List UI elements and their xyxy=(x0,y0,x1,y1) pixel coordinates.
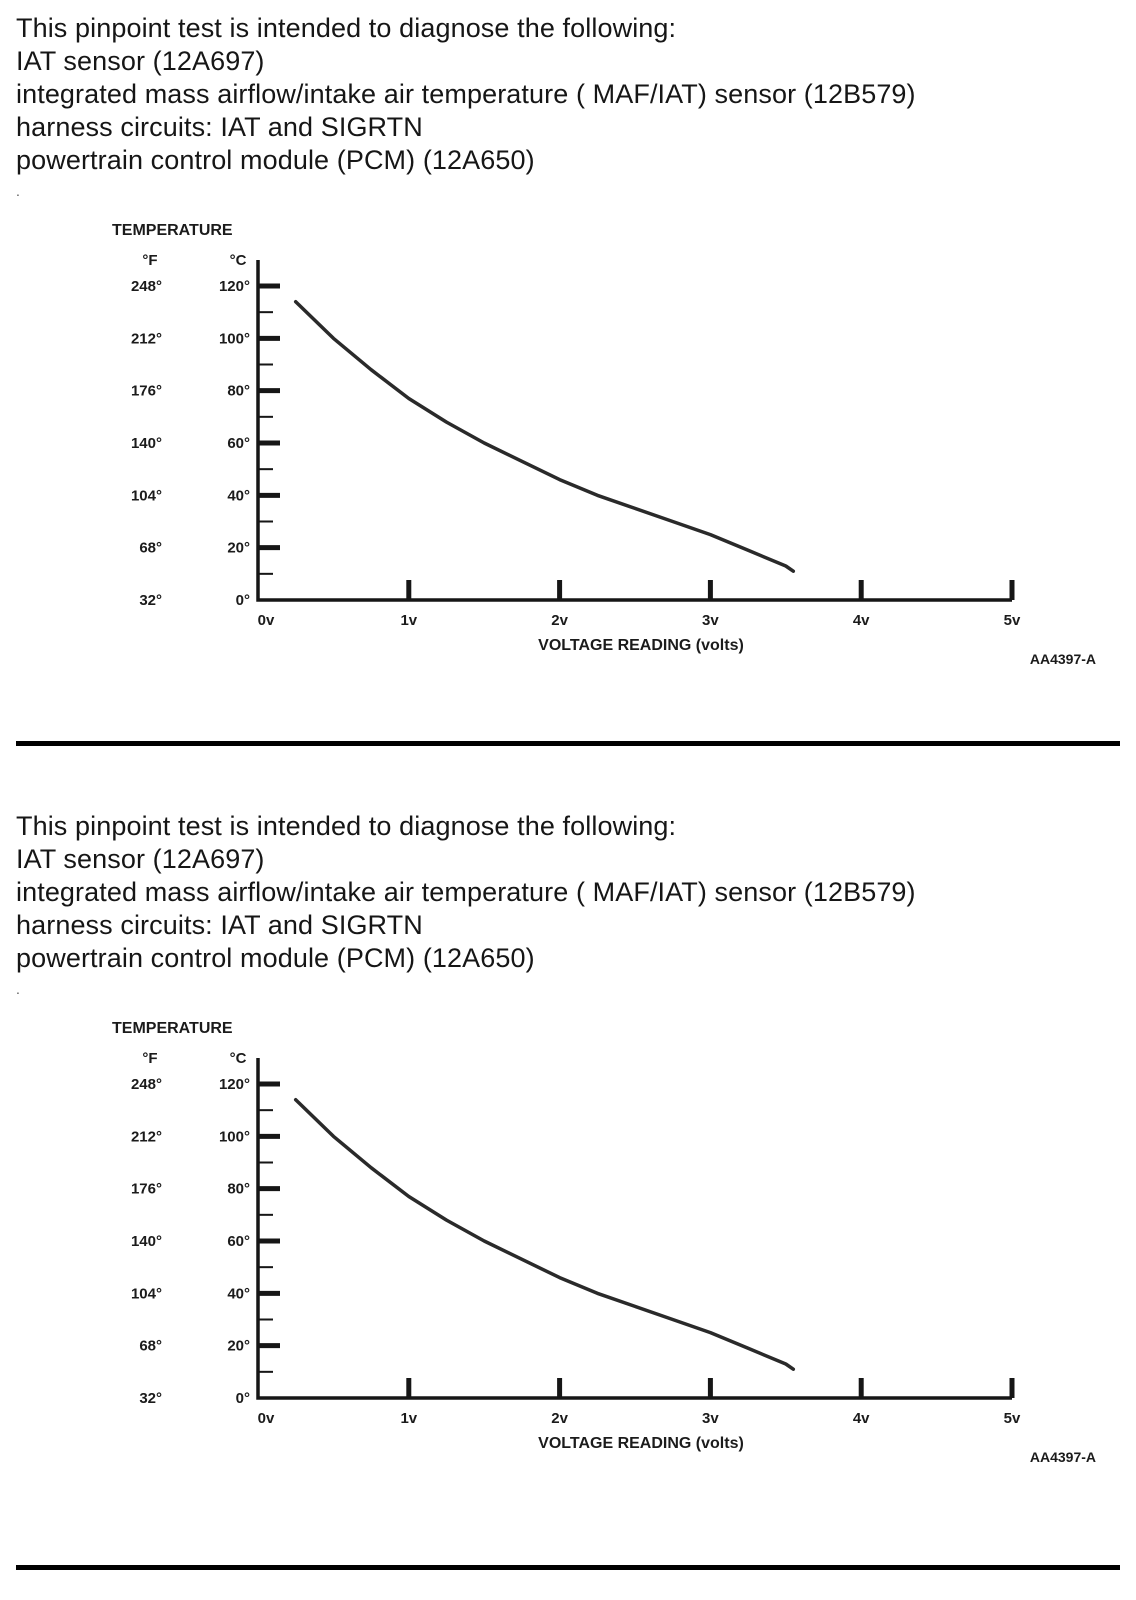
iat-temperature-voltage-chart-1: TEMPERATURE °F °C 32° 0° 68° 20° 104° 40° 140° 60°… xyxy=(16,213,1120,683)
fahrenheit-tick-label: 104° xyxy=(131,1285,162,1302)
temperature-curve xyxy=(293,299,796,573)
celsius-tick-label: 20° xyxy=(227,1338,250,1355)
voltage-tick-label: 4v xyxy=(853,1410,870,1427)
diagnosis-item-harness-circuits: harness circuits: IAT and SIGRTN xyxy=(16,112,423,142)
celsius-tick-label: 60° xyxy=(227,435,250,452)
celsius-tick-label: 20° xyxy=(227,540,250,557)
fahrenheit-tick-label: 68° xyxy=(139,540,162,557)
fahrenheit-tick-label: 176° xyxy=(131,383,162,400)
figure-code: AA4397-A xyxy=(1030,651,1096,667)
fahrenheit-tick-label: 68° xyxy=(139,1338,162,1355)
celsius-tick-label: 100° xyxy=(219,1128,250,1145)
figure-code: AA4397-A xyxy=(1030,1449,1096,1465)
voltage-tick-label: 2v xyxy=(551,612,568,629)
diagnosis-intro-line: This pinpoint test is intended to diagno… xyxy=(16,811,677,841)
temperature-voltage-curve-svg: TEMPERATURE °F °C 32° 0° 68° 20° 104° 40° 140° 60°… xyxy=(112,222,1096,667)
diagnosis-item-iat-sensor: IAT sensor (12A697) xyxy=(16,844,265,874)
diagnosis-text-block: This pinpoint test is intended to diagno… xyxy=(16,12,1120,177)
celsius-tick-label: 60° xyxy=(227,1233,250,1250)
voltage-tick-label: 5v xyxy=(1004,612,1021,629)
voltage-tick-label: 4v xyxy=(853,612,870,629)
fahrenheit-header: °F xyxy=(142,1050,157,1067)
celsius-tick-label: 40° xyxy=(227,1285,250,1302)
celsius-tick-label: 0° xyxy=(236,592,250,609)
fahrenheit-tick-label: 104° xyxy=(131,487,162,504)
chart-title: TEMPERATURE xyxy=(112,222,233,239)
diagnosis-item-harness-circuits: harness circuits: IAT and SIGRTN xyxy=(16,910,423,940)
voltage-tick-label: 3v xyxy=(702,612,719,629)
x-axis-label: VOLTAGE READING (volts) xyxy=(538,637,744,654)
pinpoint-test-section-2: This pinpoint test is intended to diagno… xyxy=(0,810,1136,1481)
fahrenheit-tick-label: 32° xyxy=(139,1390,162,1407)
celsius-header: °C xyxy=(230,1050,247,1067)
diagnosis-item-maf-iat-sensor: integrated mass airflow/intake air tempe… xyxy=(16,877,916,907)
celsius-tick-label: 80° xyxy=(227,383,250,400)
voltage-tick-label: 0v xyxy=(258,612,275,629)
fahrenheit-tick-label: 248° xyxy=(131,1076,162,1093)
temperature-voltage-curve-svg: TEMPERATURE °F °C 32° 0° 68° 20° 104° 40° 140° 60°… xyxy=(112,1020,1096,1465)
diagnosis-item-iat-sensor: IAT sensor (12A697) xyxy=(16,46,265,76)
fahrenheit-tick-label: 212° xyxy=(131,330,162,347)
iat-temperature-voltage-chart-2: TEMPERATURE °F °C 32° 0° 68° 20° 104° 40° 140° 60°… xyxy=(16,1011,1120,1481)
celsius-tick-label: 40° xyxy=(227,487,250,504)
voltage-tick-label: 1v xyxy=(400,612,417,629)
voltage-tick-label: 2v xyxy=(551,1410,568,1427)
fahrenheit-tick-label: 140° xyxy=(131,435,162,452)
fahrenheit-tick-label: 176° xyxy=(131,1181,162,1198)
fahrenheit-tick-label: 32° xyxy=(139,592,162,609)
bottom-divider xyxy=(16,1565,1120,1570)
x-axis-label: VOLTAGE READING (volts) xyxy=(538,1435,744,1452)
celsius-tick-label: 100° xyxy=(219,330,250,347)
diagnosis-item-maf-iat-sensor: integrated mass airflow/intake air tempe… xyxy=(16,79,916,109)
fahrenheit-tick-label: 212° xyxy=(131,1128,162,1145)
celsius-tick-label: 120° xyxy=(219,1076,250,1093)
pinpoint-test-section-1: This pinpoint test is intended to diagno… xyxy=(0,12,1136,683)
voltage-tick-label: 5v xyxy=(1004,1410,1021,1427)
chart-title: TEMPERATURE xyxy=(112,1020,233,1037)
stray-period-mark: . xyxy=(16,183,20,199)
fahrenheit-tick-label: 140° xyxy=(131,1233,162,1250)
celsius-tick-label: 80° xyxy=(227,1181,250,1198)
diagnosis-item-pcm: powertrain control module (PCM) (12A650) xyxy=(16,943,535,973)
axes-lines xyxy=(256,260,1012,602)
celsius-tick-label: 120° xyxy=(219,278,250,295)
fahrenheit-header: °F xyxy=(142,252,157,269)
diagnosis-item-pcm: powertrain control module (PCM) (12A650) xyxy=(16,145,535,175)
fahrenheit-tick-label: 248° xyxy=(131,278,162,295)
voltage-tick-label: 3v xyxy=(702,1410,719,1427)
axes-lines xyxy=(256,1058,1012,1400)
diagnosis-text-block: This pinpoint test is intended to diagno… xyxy=(16,810,1120,975)
diagnosis-intro-line: This pinpoint test is intended to diagno… xyxy=(16,13,677,43)
celsius-tick-label: 0° xyxy=(236,1390,250,1407)
stray-period-mark: . xyxy=(16,981,20,997)
celsius-header: °C xyxy=(230,252,247,269)
temperature-curve xyxy=(293,1097,796,1371)
manual-page: This pinpoint test is intended to diagno… xyxy=(0,12,1136,1570)
voltage-tick-label: 0v xyxy=(258,1410,275,1427)
section-divider xyxy=(16,741,1120,746)
voltage-tick-label: 1v xyxy=(400,1410,417,1427)
